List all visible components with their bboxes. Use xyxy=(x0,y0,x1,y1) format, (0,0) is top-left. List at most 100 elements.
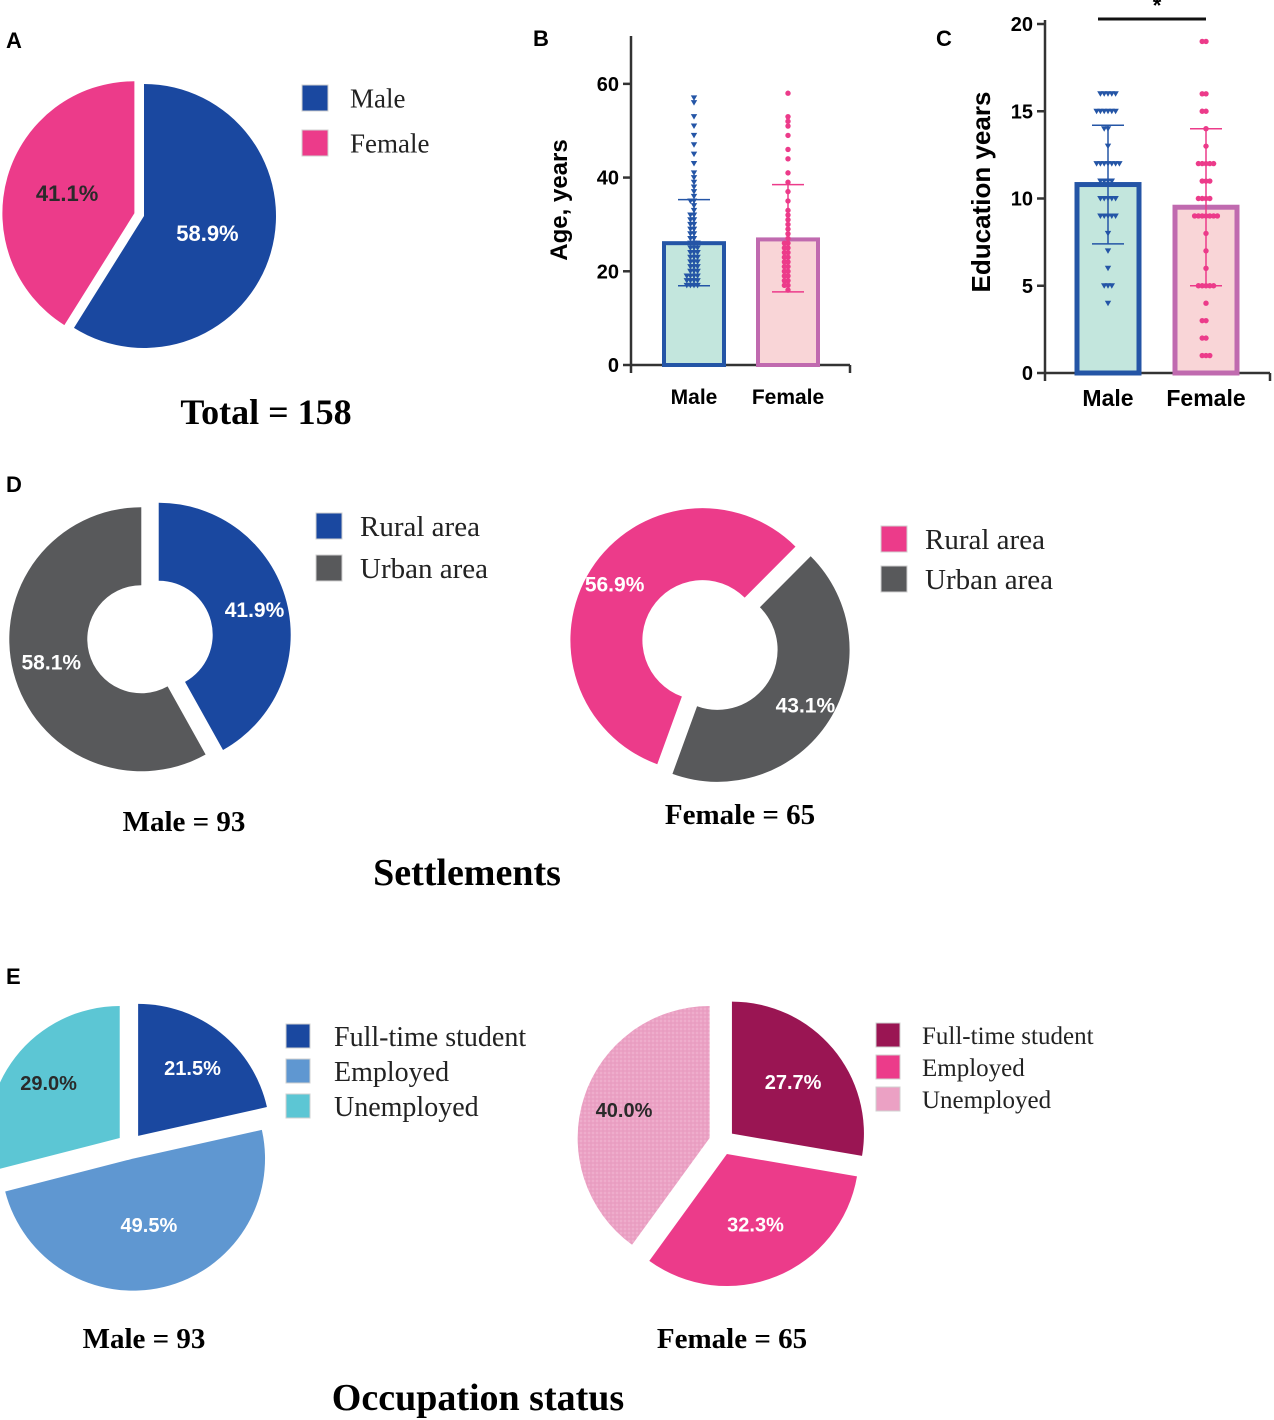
data-point-male xyxy=(1112,108,1119,115)
data-point-female xyxy=(785,123,791,129)
data-point-female xyxy=(1199,178,1205,184)
legend-label-urban-area: Urban area xyxy=(925,564,1053,596)
slice-full-time-student xyxy=(731,1001,864,1156)
data-point-male xyxy=(690,184,698,190)
slice-rural-area xyxy=(158,502,291,751)
data-point-male xyxy=(690,123,698,130)
data-point-male xyxy=(694,268,701,275)
slice-female xyxy=(2,81,135,326)
legend-occupation-male: Full-time student Employed Unemployed xyxy=(285,1022,526,1123)
data-point-female xyxy=(781,259,788,265)
pie-gender: 58.9% 41.1% xyxy=(2,81,276,348)
data-point-male xyxy=(690,95,698,101)
slice-label-unemployed: 29.0% xyxy=(20,1073,77,1095)
bar-chart-age: 0 20 40 60 Age, years Male Female xyxy=(546,36,852,409)
x-tick-label-female: Female xyxy=(752,386,824,409)
caption-occupation-female: Female = 65 xyxy=(657,1323,807,1355)
data-point-male xyxy=(694,278,701,284)
data-point-male xyxy=(1101,283,1108,289)
data-point-male xyxy=(687,254,694,261)
data-point-female xyxy=(1199,38,1205,45)
data-point-female xyxy=(1199,213,1205,219)
slice-label-rural-area: 41.9% xyxy=(225,599,285,622)
data-point-male xyxy=(690,170,698,176)
slice-label-male: 58.9% xyxy=(176,221,238,246)
legend-label-employed: Employed xyxy=(334,1057,449,1088)
data-point-female xyxy=(1203,300,1209,306)
data-point-male xyxy=(690,114,698,120)
donut-settlement-male: 41.9% 58.1% xyxy=(9,502,291,772)
y-tick-label: 15 xyxy=(1011,101,1033,123)
slice-rural-area xyxy=(570,508,796,765)
y-tick-label: 40 xyxy=(597,168,619,190)
slice-full-time-student xyxy=(138,1003,267,1136)
data-point-male xyxy=(694,264,701,270)
legend-label-female: Female xyxy=(350,128,429,158)
data-point-male xyxy=(1097,196,1104,202)
data-point-male xyxy=(690,151,698,158)
data-point-male xyxy=(1097,213,1104,219)
data-point-female xyxy=(781,245,788,251)
y-tick-label: 10 xyxy=(1011,189,1033,211)
slice-employed xyxy=(5,1129,266,1291)
x-tick-label-male: Male xyxy=(671,386,718,409)
data-point-female xyxy=(781,249,788,256)
data-point-female xyxy=(781,268,788,274)
data-point-female xyxy=(1199,335,1205,341)
data-point-male xyxy=(694,273,701,279)
legend-swatch-employed xyxy=(875,1054,901,1080)
data-point-female xyxy=(1195,213,1202,219)
caption-total: Total = 158 xyxy=(180,392,351,432)
legend-swatch-employed xyxy=(285,1058,311,1084)
data-point-female xyxy=(781,263,788,270)
data-point-female xyxy=(785,146,791,153)
section-title-occupation: Occupation status xyxy=(332,1377,624,1419)
y-tick-label: 0 xyxy=(608,355,619,377)
significance-marker: * xyxy=(1153,0,1162,18)
data-point-female xyxy=(1203,91,1209,97)
data-point-male xyxy=(1112,91,1119,97)
data-point-male xyxy=(690,189,698,195)
data-point-male xyxy=(690,175,698,181)
data-point-male xyxy=(1104,265,1112,272)
data-point-female xyxy=(785,156,791,162)
slice-urban-area xyxy=(672,556,850,782)
caption-occupation-male: Male = 93 xyxy=(83,1323,206,1355)
legend-swatch-urban-area xyxy=(880,565,908,593)
data-point-female xyxy=(1203,352,1209,359)
data-point-male xyxy=(687,268,694,275)
slice-label-female: 41.1% xyxy=(36,181,98,206)
y-tick-label: 20 xyxy=(1011,14,1033,36)
y-axis-title: Age, years xyxy=(546,139,573,260)
legend-swatch-unemployed xyxy=(875,1086,901,1112)
data-point-female xyxy=(1210,213,1217,219)
data-point-female xyxy=(1195,160,1202,167)
data-point-male xyxy=(694,250,701,256)
legend-occupation-female: Full-time student Employed Unemployed xyxy=(875,1022,1094,1114)
legend-label-rural-area: Rural area xyxy=(360,511,480,543)
y-tick-label: 0 xyxy=(1022,363,1033,385)
data-point-male xyxy=(687,212,694,219)
section-title-settlements: Settlements xyxy=(373,852,561,894)
slice-label-employed: 32.3% xyxy=(727,1214,784,1236)
data-point-male xyxy=(683,278,690,284)
data-point-male xyxy=(690,179,698,186)
data-point-male xyxy=(1104,300,1112,307)
caption-settlement-male: Male = 93 xyxy=(123,806,246,838)
x-tick-label-male: Male xyxy=(1082,385,1133,411)
pie-occupation-female: 27.7% 32.3% 40.0% xyxy=(577,1001,864,1287)
data-point-female xyxy=(781,240,788,246)
slice-male xyxy=(73,84,276,348)
legend-swatch-male xyxy=(301,84,329,112)
data-point-male xyxy=(687,217,694,223)
data-point-male xyxy=(690,132,698,139)
y-tick-label: 20 xyxy=(597,261,619,283)
data-point-female xyxy=(1199,317,1205,324)
data-point-female xyxy=(1207,178,1213,184)
data-point-female xyxy=(1210,160,1217,167)
data-point-female xyxy=(1199,160,1205,167)
data-point-female xyxy=(785,132,791,139)
data-point-female xyxy=(785,179,791,185)
slice-urban-area xyxy=(9,507,206,772)
data-point-female xyxy=(1203,38,1209,45)
